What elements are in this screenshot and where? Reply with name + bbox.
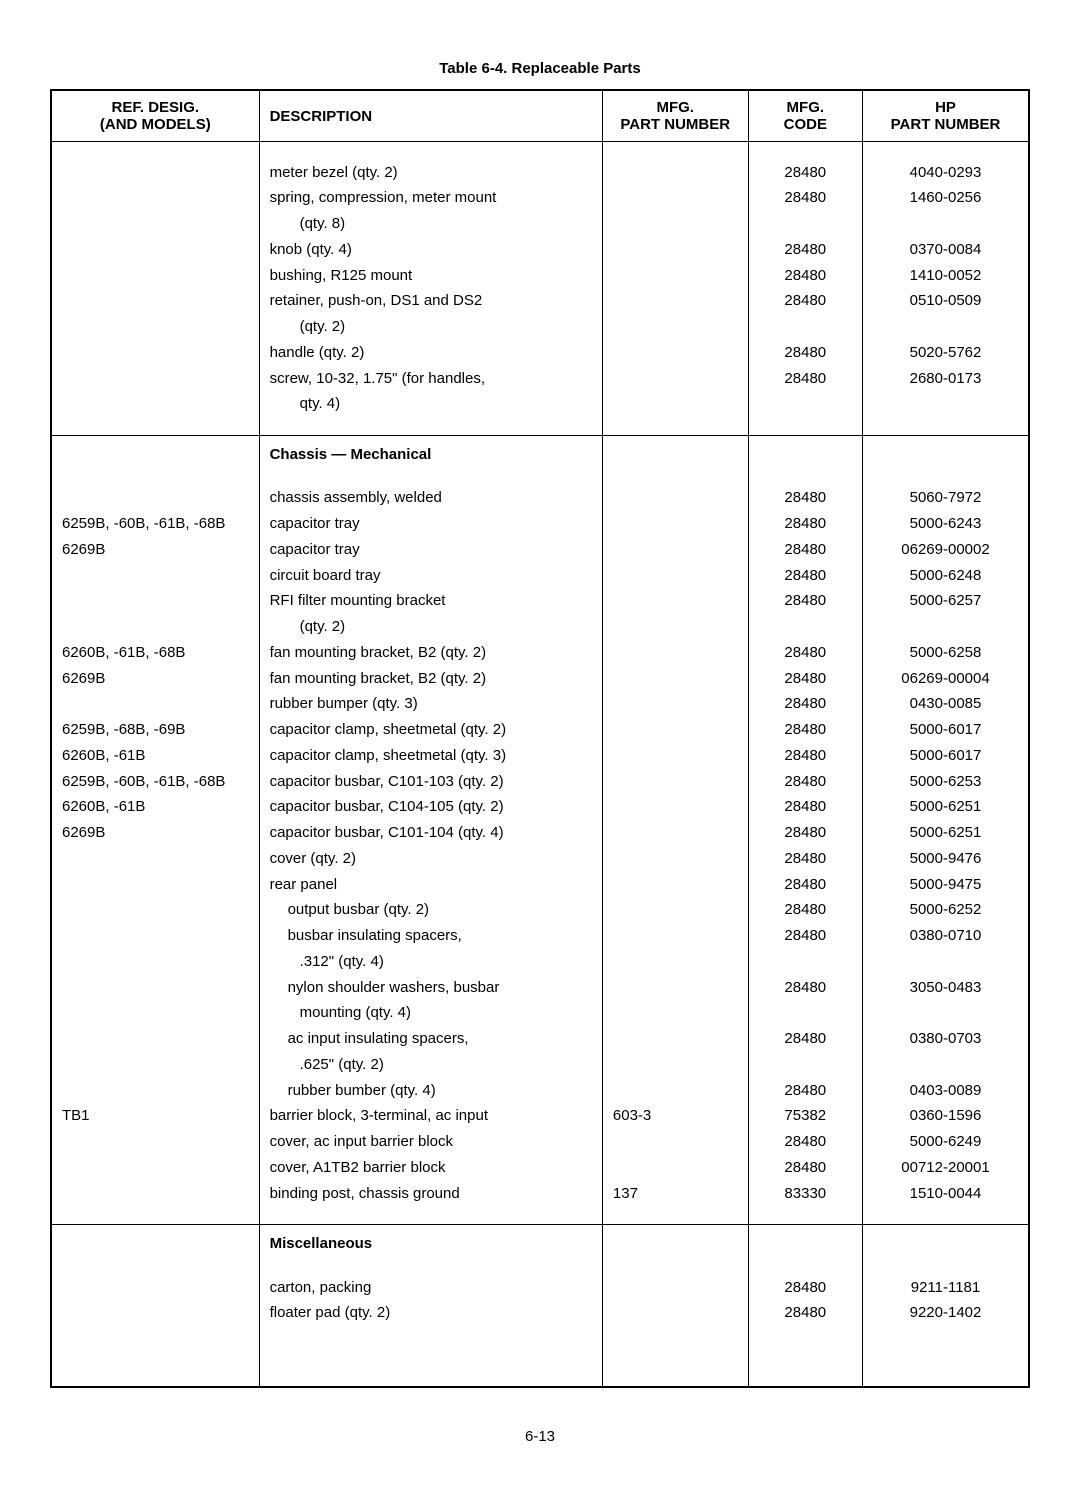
table-row: rubber bumper (qty. 3)284800430-0085 <box>51 691 1029 717</box>
table-row: output busbar (qty. 2)284805000-6252 <box>51 897 1029 923</box>
table-row: carton, packing284809211-1181 <box>51 1275 1029 1301</box>
table-row: ac input insulating spacers,284800380-07… <box>51 1026 1029 1052</box>
table-row: TB1barrier block, 3-terminal, ac input60… <box>51 1103 1029 1129</box>
table-row: 6260B, -61Bcapacitor busbar, C104-105 (q… <box>51 794 1029 820</box>
table-row: nylon shoulder washers, busbar284803050-… <box>51 975 1029 1001</box>
col-ref: REF. DESIG.(AND MODELS) <box>51 90 259 142</box>
table-row: 6269Bfan mounting bracket, B2 (qty. 2)28… <box>51 666 1029 692</box>
table-row: .625" (qty. 2) <box>51 1052 1029 1078</box>
table-row: retainer, push-on, DS1 and DS2284800510-… <box>51 288 1029 314</box>
table-row: cover, ac input barrier block284805000-6… <box>51 1129 1029 1155</box>
table-row: cover (qty. 2)284805000-9476 <box>51 846 1029 872</box>
table-row: 6269Bcapacitor tray2848006269-00002 <box>51 537 1029 563</box>
table-row: 6269Bcapacitor busbar, C101-104 (qty. 4)… <box>51 820 1029 846</box>
table-row: RFI filter mounting bracket284805000-625… <box>51 588 1029 614</box>
table-row: bushing, R125 mount284801410-0052 <box>51 263 1029 289</box>
table-row: binding post, chassis ground137833301510… <box>51 1181 1029 1207</box>
section-header: Miscellaneous <box>51 1224 1029 1256</box>
table-row: (qty. 2) <box>51 314 1029 340</box>
col-desc: DESCRIPTION <box>259 90 602 142</box>
table-row: mounting (qty. 4) <box>51 1000 1029 1026</box>
col-hp: HPPART NUMBER <box>863 90 1030 142</box>
section-header: Chassis — Mechanical <box>51 435 1029 467</box>
table-row: circuit board tray284805000-6248 <box>51 563 1029 589</box>
table-row: chassis assembly, welded284805060-7972 <box>51 485 1029 511</box>
table-row: rubber bumber (qty. 4)284800403-0089 <box>51 1078 1029 1104</box>
table-row: spring, compression, meter mount28480146… <box>51 185 1029 211</box>
table-row: 6259B, -60B, -61B, -68Bcapacitor busbar,… <box>51 769 1029 795</box>
parts-table: REF. DESIG.(AND MODELS) DESCRIPTION MFG.… <box>50 89 1030 1388</box>
table-row: cover, A1TB2 barrier block2848000712-200… <box>51 1155 1029 1181</box>
table-row: handle (qty. 2)284805020-5762 <box>51 340 1029 366</box>
table-row: 6260B, -61B, -68Bfan mounting bracket, B… <box>51 640 1029 666</box>
table-row: 6260B, -61Bcapacitor clamp, sheetmetal (… <box>51 743 1029 769</box>
col-code: MFG.CODE <box>748 90 862 142</box>
col-mpn: MFG.PART NUMBER <box>602 90 748 142</box>
table-row: (qty. 2) <box>51 614 1029 640</box>
table-row: qty. 4) <box>51 391 1029 417</box>
page-number: 6-13 <box>50 1428 1030 1445</box>
table-row: floater pad (qty. 2)284809220-1402 <box>51 1300 1029 1326</box>
table-row: meter bezel (qty. 2)284804040-0293 <box>51 160 1029 186</box>
table-title: Table 6-4. Replaceable Parts <box>50 60 1030 77</box>
table-row: knob (qty. 4)284800370-0084 <box>51 237 1029 263</box>
table-row: (qty. 8) <box>51 211 1029 237</box>
table-row: .312" (qty. 4) <box>51 949 1029 975</box>
table-row: rear panel284805000-9475 <box>51 872 1029 898</box>
table-row: screw, 10-32, 1.75" (for handles,2848026… <box>51 366 1029 392</box>
table-row: 6259B, -60B, -61B, -68Bcapacitor tray284… <box>51 511 1029 537</box>
table-row: busbar insulating spacers,284800380-0710 <box>51 923 1029 949</box>
table-row: 6259B, -68B, -69Bcapacitor clamp, sheetm… <box>51 717 1029 743</box>
